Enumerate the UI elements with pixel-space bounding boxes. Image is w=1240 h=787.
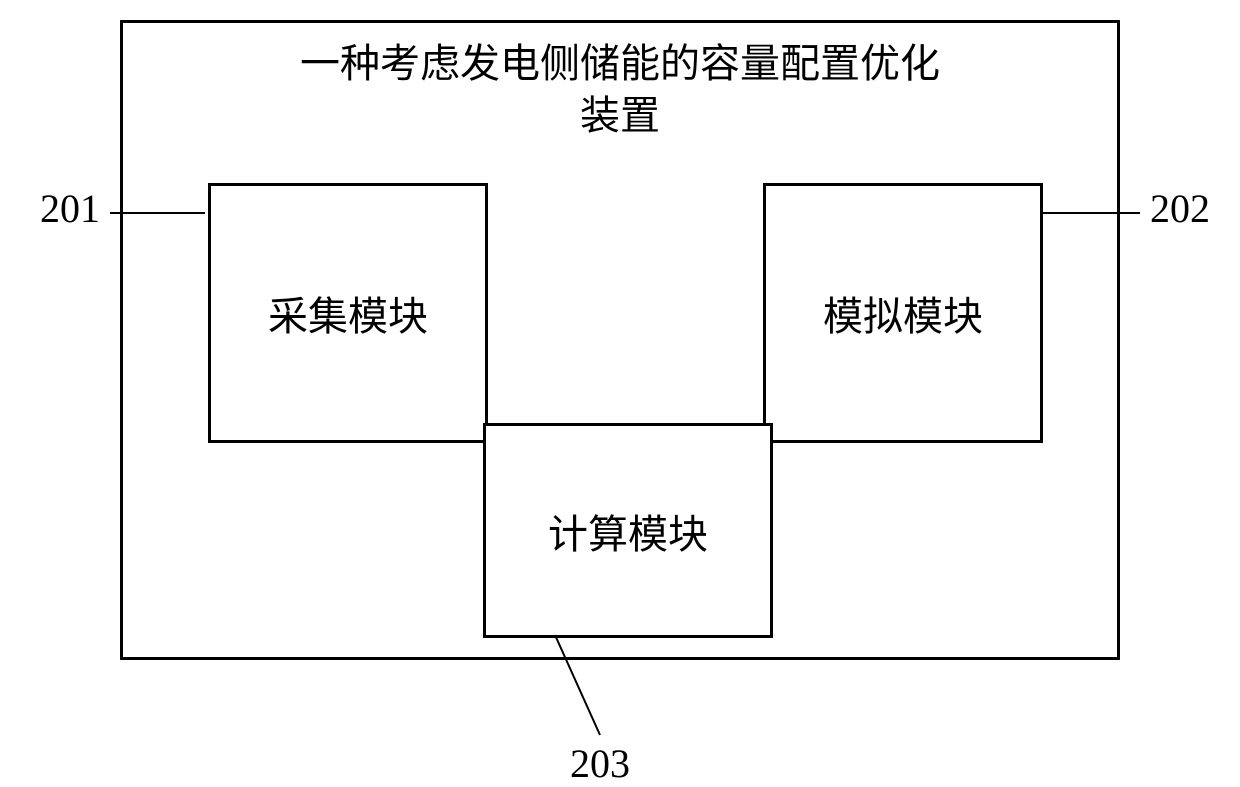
module-collection: 采集模块 (208, 183, 488, 443)
diagram-title: 一种考虑发电侧储能的容量配置优化 装置 (123, 38, 1117, 142)
outer-device-box: 一种考虑发电侧储能的容量配置优化 装置 采集模块 模拟模块 计算模块 (120, 20, 1120, 660)
leader-line-202 (1040, 212, 1140, 214)
leader-line-201 (110, 212, 205, 214)
module-collection-label: 采集模块 (268, 284, 428, 342)
title-line-2: 装置 (580, 93, 660, 138)
module-simulation-label: 模拟模块 (823, 284, 983, 342)
module-calculation: 计算模块 (483, 423, 773, 638)
module-simulation: 模拟模块 (763, 183, 1043, 443)
title-line-1: 一种考虑发电侧储能的容量配置优化 (300, 41, 940, 86)
ref-label-202: 202 (1150, 185, 1210, 232)
ref-label-201: 201 (40, 185, 100, 232)
module-calculation-label: 计算模块 (548, 502, 708, 560)
diagram-container: 一种考虑发电侧储能的容量配置优化 装置 采集模块 模拟模块 计算模块 201 2… (120, 20, 1120, 700)
ref-label-203: 203 (570, 740, 630, 787)
